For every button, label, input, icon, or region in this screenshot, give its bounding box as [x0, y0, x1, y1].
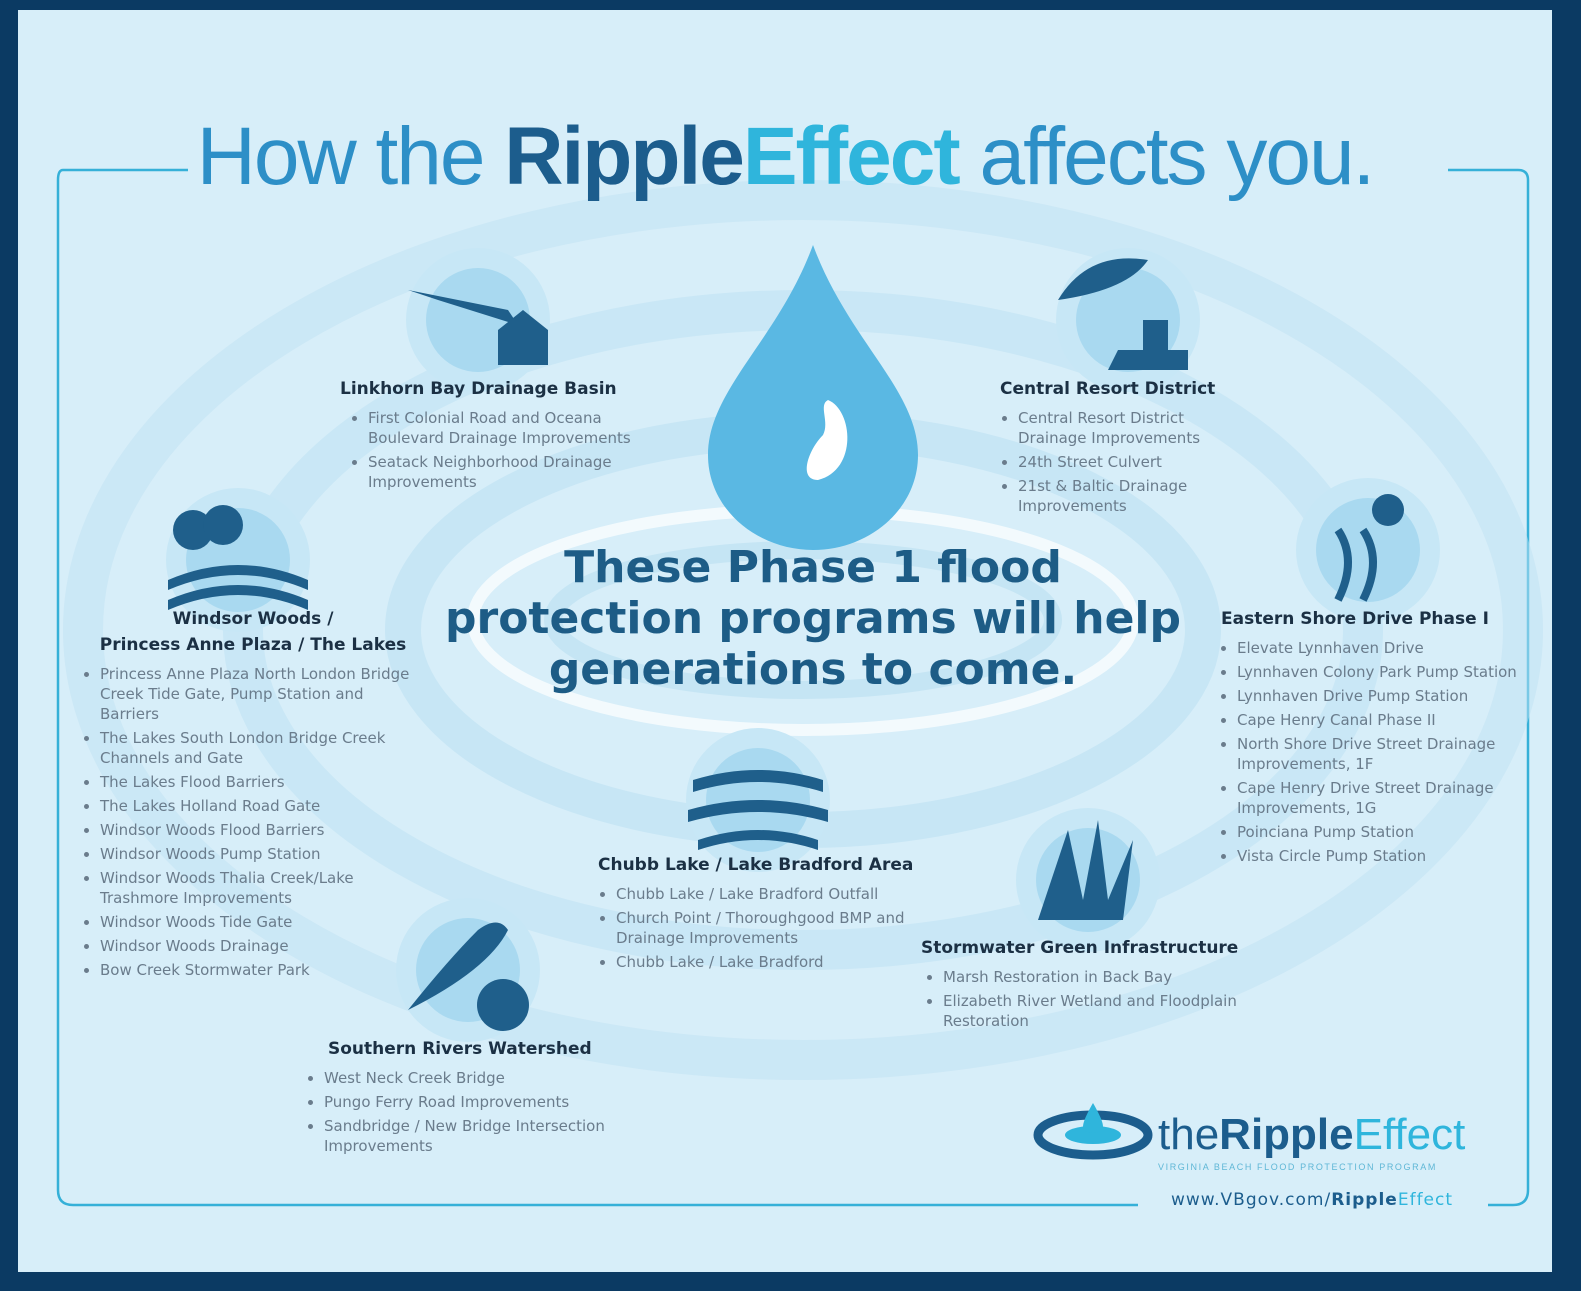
section-title-line: Linkhorn Bay Drainage Basin: [340, 376, 668, 402]
project-item: Chubb Lake / Lake Bradford Outfall: [616, 884, 926, 904]
project-item: Windsor Woods Tide Gate: [100, 912, 420, 932]
section-title-line: Princess Anne Plaza / The Lakes: [86, 632, 420, 658]
project-item: Windsor Woods Pump Station: [100, 844, 420, 864]
program-section: Linkhorn Bay Drainage Basin First Colonia…: [340, 376, 668, 496]
url-part: Effect: [1398, 1190, 1453, 1210]
project-list: First Colonial Road and Oceana Boulevard…: [354, 408, 668, 492]
section-title: Chubb Lake / Lake Bradford Area: [598, 852, 926, 878]
logo-part: Ripple: [1219, 1110, 1353, 1159]
headline-part: affects you.: [979, 111, 1373, 202]
page: How the RippleEffect affects you. These …: [0, 0, 1581, 1291]
project-list: Princess Anne Plaza North London Bridge …: [86, 664, 420, 980]
logo-part: the: [1158, 1110, 1219, 1159]
program-section: Stormwater Green Infrastructure Marsh Res…: [921, 935, 1243, 1035]
headline: How the RippleEffect affects you.: [18, 110, 1552, 204]
section-title: Stormwater Green Infrastructure: [921, 935, 1243, 961]
headline-part: How the: [197, 111, 484, 202]
project-item: West Neck Creek Bridge: [324, 1068, 624, 1088]
section-title-line: Central Resort District: [1000, 376, 1228, 402]
project-item: Marsh Restoration in Back Bay: [943, 967, 1243, 987]
project-item: The Lakes South London Bridge Creek Chan…: [100, 728, 420, 768]
section-title: Eastern Shore Drive Phase I: [1221, 606, 1537, 632]
project-list: West Neck Creek Bridge Pungo Ferry Road I…: [310, 1068, 624, 1156]
project-item: 21st & Baltic Drainage Improvements: [1018, 476, 1228, 516]
section-title-line: Stormwater Green Infrastructure: [921, 935, 1243, 961]
program-section: Chubb Lake / Lake Bradford Area Chubb Lak…: [598, 852, 926, 976]
project-item: Lynnhaven Drive Pump Station: [1237, 686, 1537, 706]
program-section: Central Resort District Central Resort Di…: [1000, 376, 1228, 520]
logo-name: theRippleEffect: [1158, 1110, 1465, 1160]
project-item: Lynnhaven Colony Park Pump Station: [1237, 662, 1537, 682]
program-section: Southern Rivers WatershedWest Neck Creek…: [328, 1036, 624, 1160]
section-title-line: Eastern Shore Drive Phase I: [1221, 606, 1537, 632]
url-part: www.VBgov.com/: [1171, 1190, 1331, 1210]
section-title-line: Southern Rivers Watershed: [328, 1036, 624, 1062]
droplet: [708, 245, 918, 550]
project-item: The Lakes Flood Barriers: [100, 772, 420, 792]
project-item: Pungo Ferry Road Improvements: [324, 1092, 624, 1112]
center-line: generations to come.: [438, 644, 1188, 695]
project-item: Church Point / Thoroughgood BMP and Drai…: [616, 908, 926, 948]
project-item: Cape Henry Canal Phase II: [1237, 710, 1537, 730]
headline-part: Effect: [743, 111, 959, 202]
project-item: Cape Henry Drive Street Drainage Improve…: [1237, 778, 1537, 818]
project-list: Marsh Restoration in Back Bay Elizabeth R…: [929, 967, 1243, 1031]
project-item: Seatack Neighborhood Drainage Improvemen…: [368, 452, 668, 492]
url-part: Ripple: [1331, 1190, 1398, 1210]
headline-part: Ripple: [504, 111, 743, 202]
project-list: Central Resort District Drainage Improve…: [1004, 408, 1228, 516]
project-item: Windsor Woods Flood Barriers: [100, 820, 420, 840]
logo-mark: [1038, 1103, 1148, 1155]
project-item: Windsor Woods Drainage: [100, 936, 420, 956]
project-item: Chubb Lake / Lake Bradford: [616, 952, 926, 972]
project-item: 24th Street Culvert: [1018, 452, 1228, 472]
poster: How the RippleEffect affects you. These …: [18, 10, 1552, 1272]
project-item: Poinciana Pump Station: [1237, 822, 1537, 842]
section-title: Central Resort District: [1000, 376, 1228, 402]
project-item: Sandbridge / New Bridge Intersection Imp…: [324, 1116, 624, 1156]
project-item: Elizabeth River Wetland and Floodplain R…: [943, 991, 1243, 1031]
logo-part: Effect: [1354, 1110, 1466, 1159]
section-title-line: Chubb Lake / Lake Bradford Area: [598, 852, 926, 878]
section-title: Southern Rivers Watershed: [328, 1036, 624, 1062]
project-item: Elevate Lynnhaven Drive: [1237, 638, 1537, 658]
project-item: Windsor Woods Thalia Creek/Lake Trashmor…: [100, 868, 420, 908]
section-title: Windsor Woods /Princess Anne Plaza / The…: [86, 606, 420, 658]
project-list: Elevate Lynnhaven Drive Lynnhaven Colony …: [1223, 638, 1537, 866]
center-line: These Phase 1 flood: [438, 542, 1188, 593]
project-item: First Colonial Road and Oceana Boulevard…: [368, 408, 668, 448]
section-title: Linkhorn Bay Drainage Basin: [340, 376, 668, 402]
program-section: Windsor Woods /Princess Anne Plaza / The…: [86, 606, 420, 984]
project-item: Bow Creek Stormwater Park: [100, 960, 420, 980]
project-item: Central Resort District Drainage Improve…: [1018, 408, 1228, 448]
center-line: protection programs will help: [438, 593, 1188, 644]
project-item: The Lakes Holland Road Gate: [100, 796, 420, 816]
logo-tagline: VIRGINIA BEACH FLOOD PROTECTION PROGRAM: [1158, 1162, 1465, 1172]
project-list: Chubb Lake / Lake Bradford Outfall Church…: [602, 884, 926, 972]
section-title-line: Windsor Woods /: [86, 606, 420, 632]
program-section: Eastern Shore Drive Phase I Elevate Lynnh…: [1221, 606, 1537, 870]
project-item: North Shore Drive Street Drainage Improv…: [1237, 734, 1537, 774]
url: www.VBgov.com/RippleEffect: [1163, 1190, 1461, 1210]
project-item: Vista Circle Pump Station: [1237, 846, 1537, 866]
logo: theRippleEffect VIRGINIA BEACH FLOOD PRO…: [1158, 1110, 1465, 1172]
project-item: Princess Anne Plaza North London Bridge …: [100, 664, 420, 724]
